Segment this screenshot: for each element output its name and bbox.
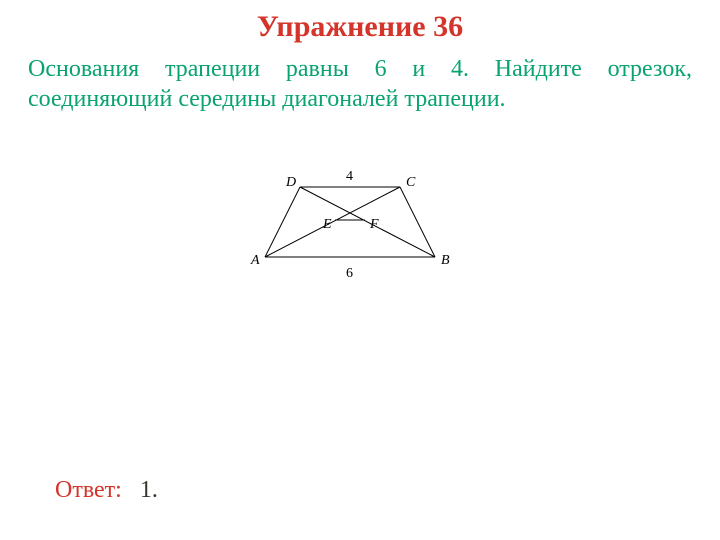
edge-A-C	[265, 187, 400, 257]
trapezoid-diagram: A B C D E F 4 6	[245, 162, 475, 292]
diagram-svg	[245, 162, 475, 292]
vertex-label-F: F	[370, 217, 379, 233]
edge-B-C	[400, 187, 435, 257]
edge-label-1: 6	[346, 266, 353, 282]
answer-value: 1.	[140, 477, 158, 503]
edge-D-A	[265, 187, 300, 257]
answer-label: Ответ:	[55, 477, 122, 503]
edge-label-0: 4	[346, 169, 353, 185]
vertex-label-D: D	[286, 175, 296, 191]
exercise-title: Упражнение 36	[0, 0, 720, 44]
problem-text: Основания трапеции равны 6 и 4. Найдите …	[0, 44, 720, 114]
figure-container: A B C D E F 4 6	[0, 162, 720, 292]
edge-B-D	[300, 187, 435, 257]
answer-row: Ответ: 1.	[55, 477, 158, 504]
vertex-label-A: A	[251, 253, 260, 269]
vertex-label-E: E	[323, 217, 332, 233]
vertex-label-B: B	[441, 253, 450, 269]
vertex-label-C: C	[406, 175, 415, 191]
